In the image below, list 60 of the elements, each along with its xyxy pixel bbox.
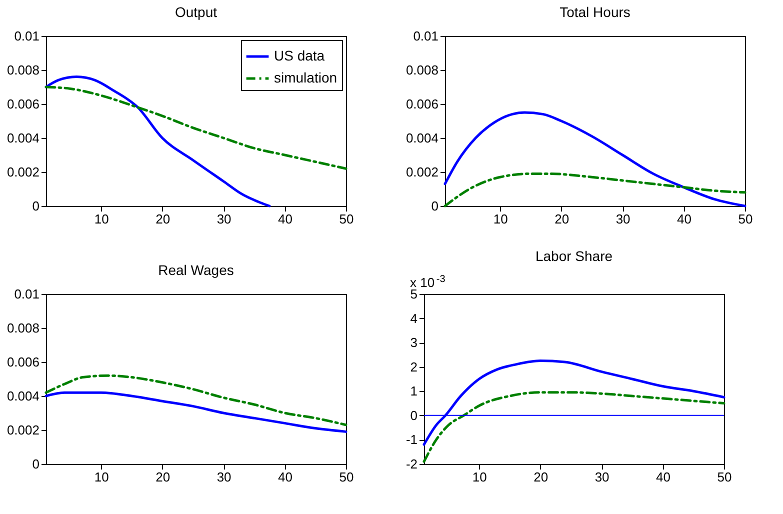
legend-label: simulation bbox=[274, 70, 338, 86]
y-tick-label: 0 bbox=[431, 198, 438, 214]
y-tick-label: -1 bbox=[406, 432, 418, 448]
x-tick-label: 40 bbox=[278, 212, 293, 226]
y-tick-label: 0.006 bbox=[6, 96, 40, 112]
y-tick-label: 0.01 bbox=[14, 28, 40, 44]
y-tick-label: 0.008 bbox=[6, 320, 40, 336]
y-tick-label: 0.006 bbox=[6, 354, 40, 370]
y-tick-label: 0.002 bbox=[6, 422, 40, 438]
line-series bbox=[444, 111, 746, 208]
chart-title: Real Wages bbox=[158, 262, 234, 278]
y-tick-label: 0.008 bbox=[6, 62, 40, 78]
y-tick-label: 3 bbox=[410, 335, 418, 350]
y-tick-label: 0.006 bbox=[406, 96, 438, 112]
x-tick-label: 30 bbox=[594, 470, 610, 484]
y-tick-label: 5 bbox=[410, 286, 418, 302]
line-series bbox=[44, 391, 348, 433]
x-tick-label: 30 bbox=[216, 470, 232, 484]
y-tick-label: 0 bbox=[410, 408, 418, 423]
y-tick-label: 2 bbox=[410, 359, 418, 374]
y-tick-label: 4 bbox=[410, 310, 418, 326]
x-tick-label: 30 bbox=[616, 212, 630, 226]
line-series bbox=[444, 172, 746, 208]
y-tick-label: 0.004 bbox=[406, 130, 438, 146]
line-series bbox=[44, 86, 348, 170]
x-tick-label: 50 bbox=[339, 212, 354, 226]
y-tick-label: -2 bbox=[406, 456, 418, 472]
x-tick-label: 10 bbox=[94, 470, 109, 484]
chart-title: Output bbox=[174, 4, 218, 20]
line-series bbox=[44, 374, 348, 426]
line-series bbox=[44, 76, 271, 208]
x-tick-label: 50 bbox=[717, 470, 732, 484]
x-tick-label: 50 bbox=[339, 470, 354, 484]
x-tick-label: 10 bbox=[472, 470, 487, 484]
y-tick-label: 0.002 bbox=[6, 164, 40, 180]
x-tick-label: 20 bbox=[156, 212, 170, 226]
x-tick-label: 20 bbox=[534, 470, 548, 484]
chart-title: Labor Share bbox=[535, 248, 613, 264]
y-tick-label: 0.01 bbox=[413, 28, 438, 44]
x-tick-label: 10 bbox=[94, 212, 109, 226]
x-tick-label: 20 bbox=[156, 470, 170, 484]
x-tick-label: 40 bbox=[677, 212, 692, 226]
y-tick-label: 0.004 bbox=[6, 388, 40, 404]
x-tick-label: 40 bbox=[656, 470, 671, 484]
chart-title: Total Hours bbox=[560, 4, 630, 20]
x-tick-label: 40 bbox=[278, 470, 293, 484]
y-tick-label: 0.004 bbox=[6, 130, 40, 146]
y-tick-label: 0.008 bbox=[406, 62, 438, 78]
x-tick-label: 50 bbox=[738, 212, 753, 226]
y-tick-label: 0 bbox=[32, 456, 40, 472]
x-tick-label: 30 bbox=[216, 212, 232, 226]
y-tick-label: 0 bbox=[32, 198, 40, 214]
legend-label: US data bbox=[274, 48, 325, 64]
y-tick-label: 0.01 bbox=[14, 286, 40, 302]
x-tick-label: 20 bbox=[554, 212, 570, 226]
y-tick-label: 0.002 bbox=[406, 164, 438, 180]
line-series bbox=[422, 391, 726, 463]
y-tick-label: 1 bbox=[410, 384, 418, 399]
line-series bbox=[422, 360, 726, 446]
x-tick-label: 10 bbox=[493, 212, 508, 226]
